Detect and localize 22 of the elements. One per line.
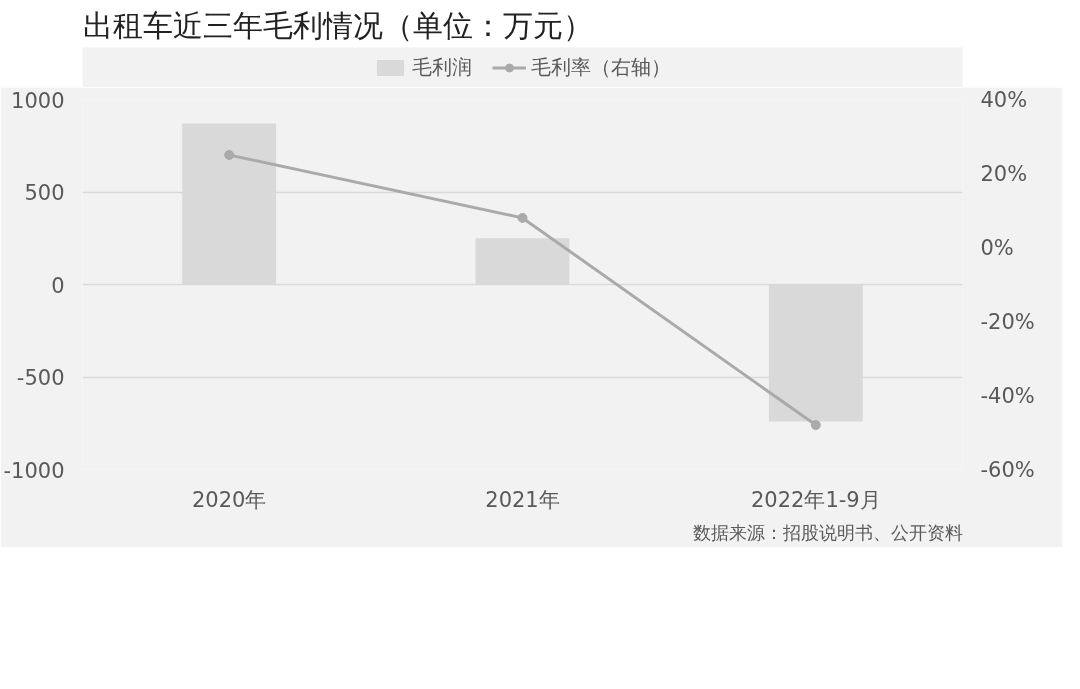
y2-tick-label: 40% <box>980 87 1028 112</box>
y2-tick-label: -20% <box>980 309 1035 334</box>
source-note: 数据来源：招股说明书、公开资料 <box>692 521 963 543</box>
y2-tick-label: -40% <box>980 383 1035 408</box>
y-tick-label: 500 <box>24 181 65 205</box>
chart-title: 出租车近三年毛利情况（单位：万元） <box>82 7 593 43</box>
y2-tick-label: -60% <box>980 457 1035 482</box>
y2-tick-label: 20% <box>980 161 1028 186</box>
y-tick-label: 0 <box>51 273 65 298</box>
x-tick-label: 2020年 <box>191 487 267 512</box>
bar <box>475 238 570 285</box>
y-tick-label: -1000 <box>3 458 65 483</box>
legend-label: 毛利润 <box>412 53 472 81</box>
x-tick-label: 2021年 <box>485 487 560 512</box>
point <box>517 212 528 223</box>
point <box>224 150 235 160</box>
legend-label: 毛利率（右轴） <box>531 53 671 81</box>
y-tick-label: 1000 <box>11 88 65 113</box>
x-tick-label: 2022年1-9月 <box>750 487 881 512</box>
point <box>810 420 821 431</box>
y2-tick-label: 0% <box>980 235 1014 260</box>
y-tick-label: -500 <box>16 366 65 390</box>
